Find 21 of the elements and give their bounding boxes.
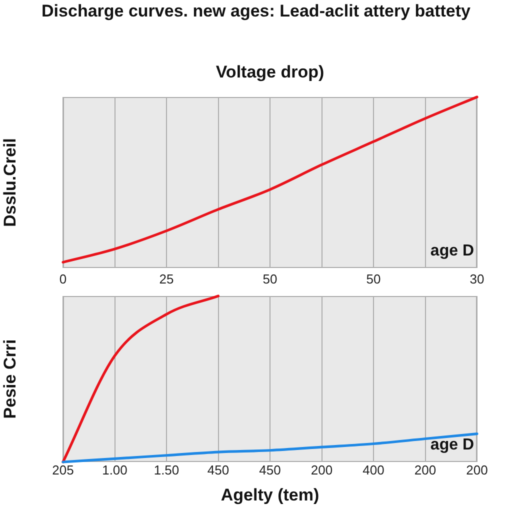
x-tick-label: 200 <box>414 462 436 478</box>
x-tick-label: 450 <box>259 462 281 478</box>
x-tick-label: 25 <box>159 271 174 286</box>
x-tick-label: 450 <box>207 462 230 478</box>
annotation: age D <box>430 436 474 454</box>
x-tick-label: 1.50 <box>154 462 180 478</box>
x-tick-label: 30 <box>470 271 484 286</box>
x-tick-label: 50 <box>366 271 381 286</box>
x-tick-label: 0 <box>59 271 67 286</box>
x2-axis-title: Voltage drop) <box>216 62 324 82</box>
x-tick-label: 205 <box>52 462 74 478</box>
y-axis-title: Dsslu.Creil <box>0 138 20 227</box>
x-tick-label: 200 <box>310 462 333 478</box>
x-tick-label: 50 <box>262 271 278 286</box>
annotation: age D <box>430 242 474 260</box>
x-tick-label: 1.00 <box>102 462 128 478</box>
y-axis-title: Pesie Crri <box>0 339 20 419</box>
x-tick-label: 200 <box>466 462 488 478</box>
x-axis-title: Agelty (tem) <box>220 485 320 504</box>
x-tick-label: 400 <box>362 462 384 478</box>
chart-title: Discharge curves. new ages: Lead-aclit attery battety <box>42 2 472 21</box>
